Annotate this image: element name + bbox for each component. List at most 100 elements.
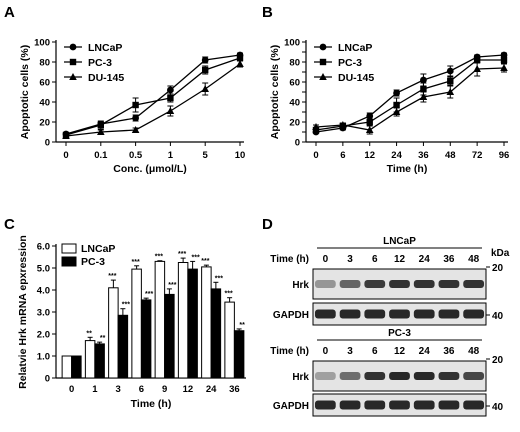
- chart-c-bar-lncap: [201, 266, 212, 379]
- chart-a-data-point-du-145: [97, 128, 105, 135]
- blot-lncap-marker-label: 20: [492, 263, 504, 274]
- blot-lncap-marker-label: 40: [492, 311, 504, 322]
- chart-a-data-point-du-145: [236, 60, 244, 67]
- chart-c-y-tick-label: 5.0: [37, 264, 50, 275]
- chart-a-data-point-lncap: [132, 114, 140, 122]
- blot-pc-3-band-hrk: [463, 372, 485, 380]
- chart-b-data-point-pc-3: [366, 118, 373, 126]
- chart-c-significance-label: ***: [122, 302, 130, 309]
- chart-b-x-tick-label: 72: [472, 150, 483, 161]
- chart-c-x-tick-label: 24: [206, 384, 217, 395]
- chart-a-data-point-du-145: [201, 85, 209, 92]
- blot-pc-3-band-gapdh: [339, 400, 361, 410]
- blot-lncap-band-hrk: [463, 280, 485, 288]
- blot-lncap-band-gapdh: [463, 309, 485, 319]
- chart-a-legend-label: LNCaP: [88, 42, 122, 54]
- chart-c-bar-pc-3: [187, 268, 198, 379]
- chart-b-data-point-du-145: [312, 123, 320, 130]
- chart-c-significance-label: **: [86, 330, 92, 337]
- chart-b-data-point-du-145: [500, 64, 508, 71]
- chart-a-data-point-du-145: [131, 126, 140, 133]
- chart-c-legend-swatch: [61, 256, 77, 267]
- chart-a-legend-marker: [69, 58, 77, 66]
- chart-a-x-tick-label: 0.1: [94, 150, 108, 161]
- chart-b-x-tick-label: 36: [418, 150, 429, 161]
- chart-a-series-line-pc-3: [65, 57, 241, 136]
- chart-c-x-tick-label: 36: [229, 384, 240, 395]
- blot-lncap-lane-label: 3: [347, 254, 353, 265]
- chart-c-x-axis-title: Time (h): [131, 398, 172, 410]
- chart-b-series-line-du-145: [315, 67, 505, 131]
- chart-a-data-point-pc-3: [132, 101, 139, 109]
- chart-b-legend-label: LNCaP: [338, 42, 372, 54]
- blot-pc-3-lane-label: 24: [419, 346, 431, 357]
- chart-b-x-tick-label: 96: [499, 150, 510, 161]
- chart-b-data-point-pc-3: [500, 56, 508, 64]
- chart-c-x-tick-label: 6: [139, 384, 144, 395]
- blot-lncap-time-label: Time (h): [270, 254, 309, 265]
- blot-lncap-kda-label: kDa: [491, 248, 510, 259]
- chart-c-bar-pc-3: [210, 288, 222, 379]
- chart-c-significance-label: ***: [225, 291, 233, 298]
- chart-b-data-point-lncap: [420, 76, 427, 84]
- chart-b-data-point-pc-3: [420, 85, 427, 93]
- blot-lncap-lane-label: 6: [372, 254, 378, 265]
- panel-a-line-chart: 0 20 40 60 80 100 0 0.1 0.5 1 5 10 Conc. (μmol/L) Apo…: [19, 38, 245, 176]
- chart-c-bar-pc-3: [71, 355, 82, 379]
- chart-b-legend-marker: [319, 58, 327, 66]
- chart-c-bar-lncap: [224, 301, 235, 379]
- chart-a-x-tick-label: 5: [203, 150, 209, 161]
- chart-c-significance-label: **: [100, 335, 106, 342]
- chart-b-y-tick-label: 0: [295, 138, 300, 149]
- chart-a-x-axis-title: Conc. (μmol/L): [113, 163, 187, 175]
- blot-lncap-band-gapdh: [389, 309, 410, 319]
- blot-pc-3-cell-label: PC-3: [388, 328, 411, 339]
- chart-b-data-point-du-145: [365, 126, 374, 133]
- chart-c-legend-label: PC-3: [81, 256, 105, 268]
- chart-b-legend-label: PC-3: [338, 57, 362, 69]
- chart-c-bar-pc-3: [164, 293, 175, 379]
- chart-c-y-tick-label: 6.0: [37, 242, 50, 253]
- chart-c-legend-swatch: [61, 243, 77, 254]
- chart-b-y-tick-label: 100: [284, 38, 300, 49]
- blot-lncap-lane-label: 12: [394, 254, 406, 265]
- blot-lncap-band-gapdh: [413, 309, 435, 319]
- chart-a-legend-label: PC-3: [88, 57, 112, 69]
- chart-b-x-tick-label: 6: [340, 150, 345, 161]
- chart-b-data-point-pc-3: [393, 101, 400, 109]
- blot-lncap-row-label-hrk: Hrk: [292, 280, 309, 291]
- blot-pc-3-band-gapdh: [413, 400, 435, 410]
- blot-lncap-band-hrk: [339, 280, 361, 288]
- chart-c-x-tick-label: 12: [183, 384, 194, 395]
- blot-lncap-band-hrk: [413, 280, 435, 288]
- chart-a-series-line-du-145: [65, 63, 241, 137]
- blot-pc-3-band-gapdh: [314, 400, 336, 410]
- blot-pc-3-time-label: Time (h): [270, 346, 309, 357]
- chart-a-x-tick-label: 10: [235, 150, 246, 161]
- chart-c-x-tick-label: 9: [162, 384, 167, 395]
- blot-pc-3-band-hrk: [339, 372, 361, 380]
- blot-lncap-lane-label: 0: [323, 254, 329, 265]
- chart-c-y-tick-label: 3.0: [37, 308, 50, 319]
- blot-lncap-cell-label: LNCaP: [383, 236, 416, 247]
- chart-c-bar-lncap: [154, 260, 166, 379]
- blot-pc-3-band-hrk: [314, 372, 336, 380]
- chart-c-significance-label: ***: [201, 258, 209, 265]
- chart-b-y-tick-label: 20: [289, 118, 300, 129]
- blot-lncap-band-hrk: [314, 280, 336, 288]
- chart-a-legend-marker: [69, 73, 77, 80]
- chart-b-legend-marker: [319, 73, 327, 80]
- chart-b-data-point-lncap: [393, 89, 400, 97]
- chart-a-data-point-du-145: [62, 132, 70, 139]
- blot-pc-3-lane-label: 0: [323, 346, 329, 357]
- chart-b-x-tick-label: 48: [445, 150, 456, 161]
- blot-pc-3-band-hrk: [438, 372, 460, 380]
- blot-pc-3-lane-label: 12: [394, 346, 406, 357]
- panel-c-bar-chart: 01.02.03.04.05.06.00 1****3******6******9…: [17, 235, 246, 410]
- chart-c-significance-label: ***: [168, 282, 176, 289]
- chart-c-significance-label: ***: [145, 291, 153, 298]
- blot-lncap-lane-label: 36: [443, 254, 455, 265]
- chart-c-bar-pc-3: [117, 314, 129, 379]
- chart-c-bar-lncap: [108, 287, 119, 379]
